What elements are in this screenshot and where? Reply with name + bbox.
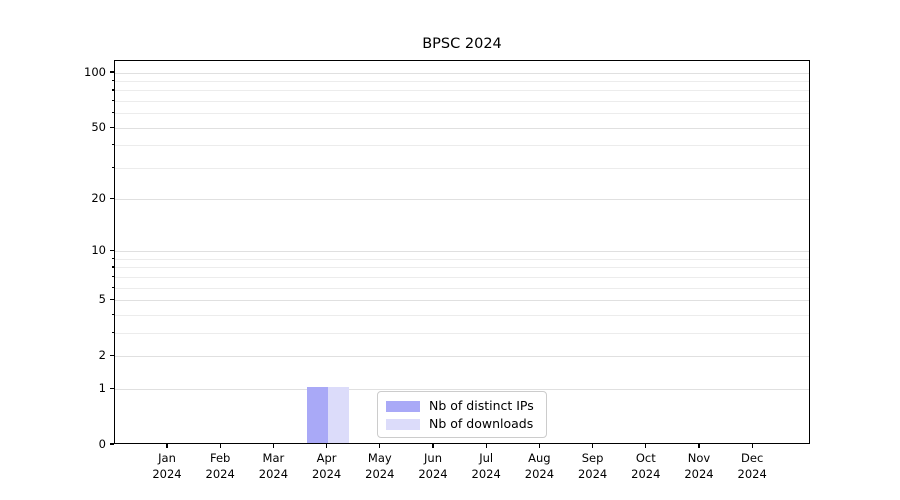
x-tick-mark — [751, 444, 753, 448]
y-tick-mark — [109, 250, 114, 252]
x-axis-tick-label: Jul 2024 — [471, 451, 501, 481]
gridline-major — [115, 72, 809, 74]
y-minor-tick-mark — [111, 275, 114, 278]
y-minor-tick-mark — [111, 331, 114, 334]
gridline-major — [115, 300, 809, 302]
x-tick-mark — [326, 444, 328, 448]
y-axis-tick-label: 1 — [98, 380, 106, 395]
gridline-minor — [115, 167, 809, 169]
x-axis-tick-label: Oct 2024 — [631, 451, 661, 481]
gridline-minor — [115, 332, 809, 334]
x-tick-mark — [538, 444, 541, 448]
x-axis-tick-label: Nov 2024 — [684, 451, 714, 481]
x-tick-mark — [485, 444, 487, 448]
y-axis-tick-label: 10 — [91, 243, 106, 258]
y-axis-tick-label: 50 — [91, 119, 106, 134]
y-minor-tick-mark — [111, 144, 114, 146]
legend: Nb of distinct IPs Nb of downloads — [377, 391, 547, 438]
gridline-minor — [115, 314, 809, 316]
legend-swatch-downloads — [386, 418, 420, 430]
y-tick-mark — [109, 354, 114, 357]
x-axis-tick-label: Mar 2024 — [258, 451, 289, 481]
bar-distinct-ips — [306, 387, 328, 443]
gridline-minor — [115, 287, 809, 289]
x-tick-mark — [379, 444, 381, 448]
y-tick-mark — [109, 126, 114, 128]
y-minor-tick-mark — [111, 313, 114, 316]
x-tick-mark — [432, 444, 434, 448]
x-tick-mark — [272, 444, 275, 448]
x-axis-tick-label: Feb 2024 — [205, 451, 235, 481]
legend-label: Nb of downloads — [429, 416, 534, 431]
gridline-minor — [115, 258, 809, 260]
gridline-minor — [115, 267, 809, 269]
y-axis-tick-label: 100 — [84, 64, 106, 79]
y-minor-tick-mark — [111, 112, 114, 114]
gridline-major — [115, 355, 809, 357]
x-tick-mark — [698, 444, 700, 448]
y-minor-tick-mark — [111, 89, 114, 91]
x-axis-tick-label: Apr 2024 — [311, 451, 342, 481]
x-axis-tick-label: Aug 2024 — [524, 451, 555, 481]
gridline-major — [115, 388, 809, 390]
x-axis-tick-label: May 2024 — [365, 451, 395, 481]
y-axis-tick-label: 0 — [98, 436, 106, 451]
gridline-major — [115, 251, 809, 253]
plot-area — [114, 60, 810, 444]
bar-downloads — [327, 387, 349, 443]
x-tick-mark — [645, 444, 647, 448]
x-axis-tick-label: Dec 2024 — [737, 451, 767, 481]
gridline-minor — [115, 145, 809, 147]
gridline-major — [115, 127, 809, 129]
gridline-minor — [115, 276, 809, 278]
y-axis-tick-label: 5 — [98, 292, 106, 307]
y-minor-tick-mark — [111, 257, 114, 260]
legend-label: Nb of distinct IPs — [429, 398, 534, 413]
y-tick-mark — [109, 387, 114, 389]
x-axis-tick-label: Jun 2024 — [418, 451, 448, 481]
legend-item: Nb of downloads — [386, 416, 538, 432]
gridline-major — [115, 199, 809, 201]
gridline-minor — [115, 90, 809, 92]
y-tick-mark — [109, 443, 114, 445]
chart-title: BPSC 2024 — [422, 36, 502, 52]
gridline-minor — [115, 113, 809, 115]
gridline-minor — [115, 100, 809, 102]
x-axis-tick-label: Jan 2024 — [152, 451, 182, 481]
y-minor-tick-mark — [111, 79, 114, 82]
y-minor-tick-mark — [111, 286, 114, 288]
x-tick-mark — [219, 444, 221, 448]
y-axis-tick-label: 2 — [98, 347, 106, 362]
legend-swatch-distinct-ips — [386, 400, 420, 412]
y-tick-mark — [109, 198, 114, 200]
y-axis-tick-label: 20 — [91, 191, 106, 206]
y-tick-mark — [109, 299, 114, 301]
y-minor-tick-mark — [111, 99, 114, 102]
x-axis-tick-label: Sep 2024 — [577, 451, 608, 481]
y-minor-tick-mark — [111, 266, 114, 268]
x-tick-mark — [592, 444, 594, 448]
x-tick-mark — [166, 444, 168, 448]
y-tick-mark — [109, 71, 114, 73]
legend-item: Nb of distinct IPs — [386, 398, 538, 414]
gridline-minor — [115, 80, 809, 82]
y-minor-tick-mark — [111, 166, 114, 168]
